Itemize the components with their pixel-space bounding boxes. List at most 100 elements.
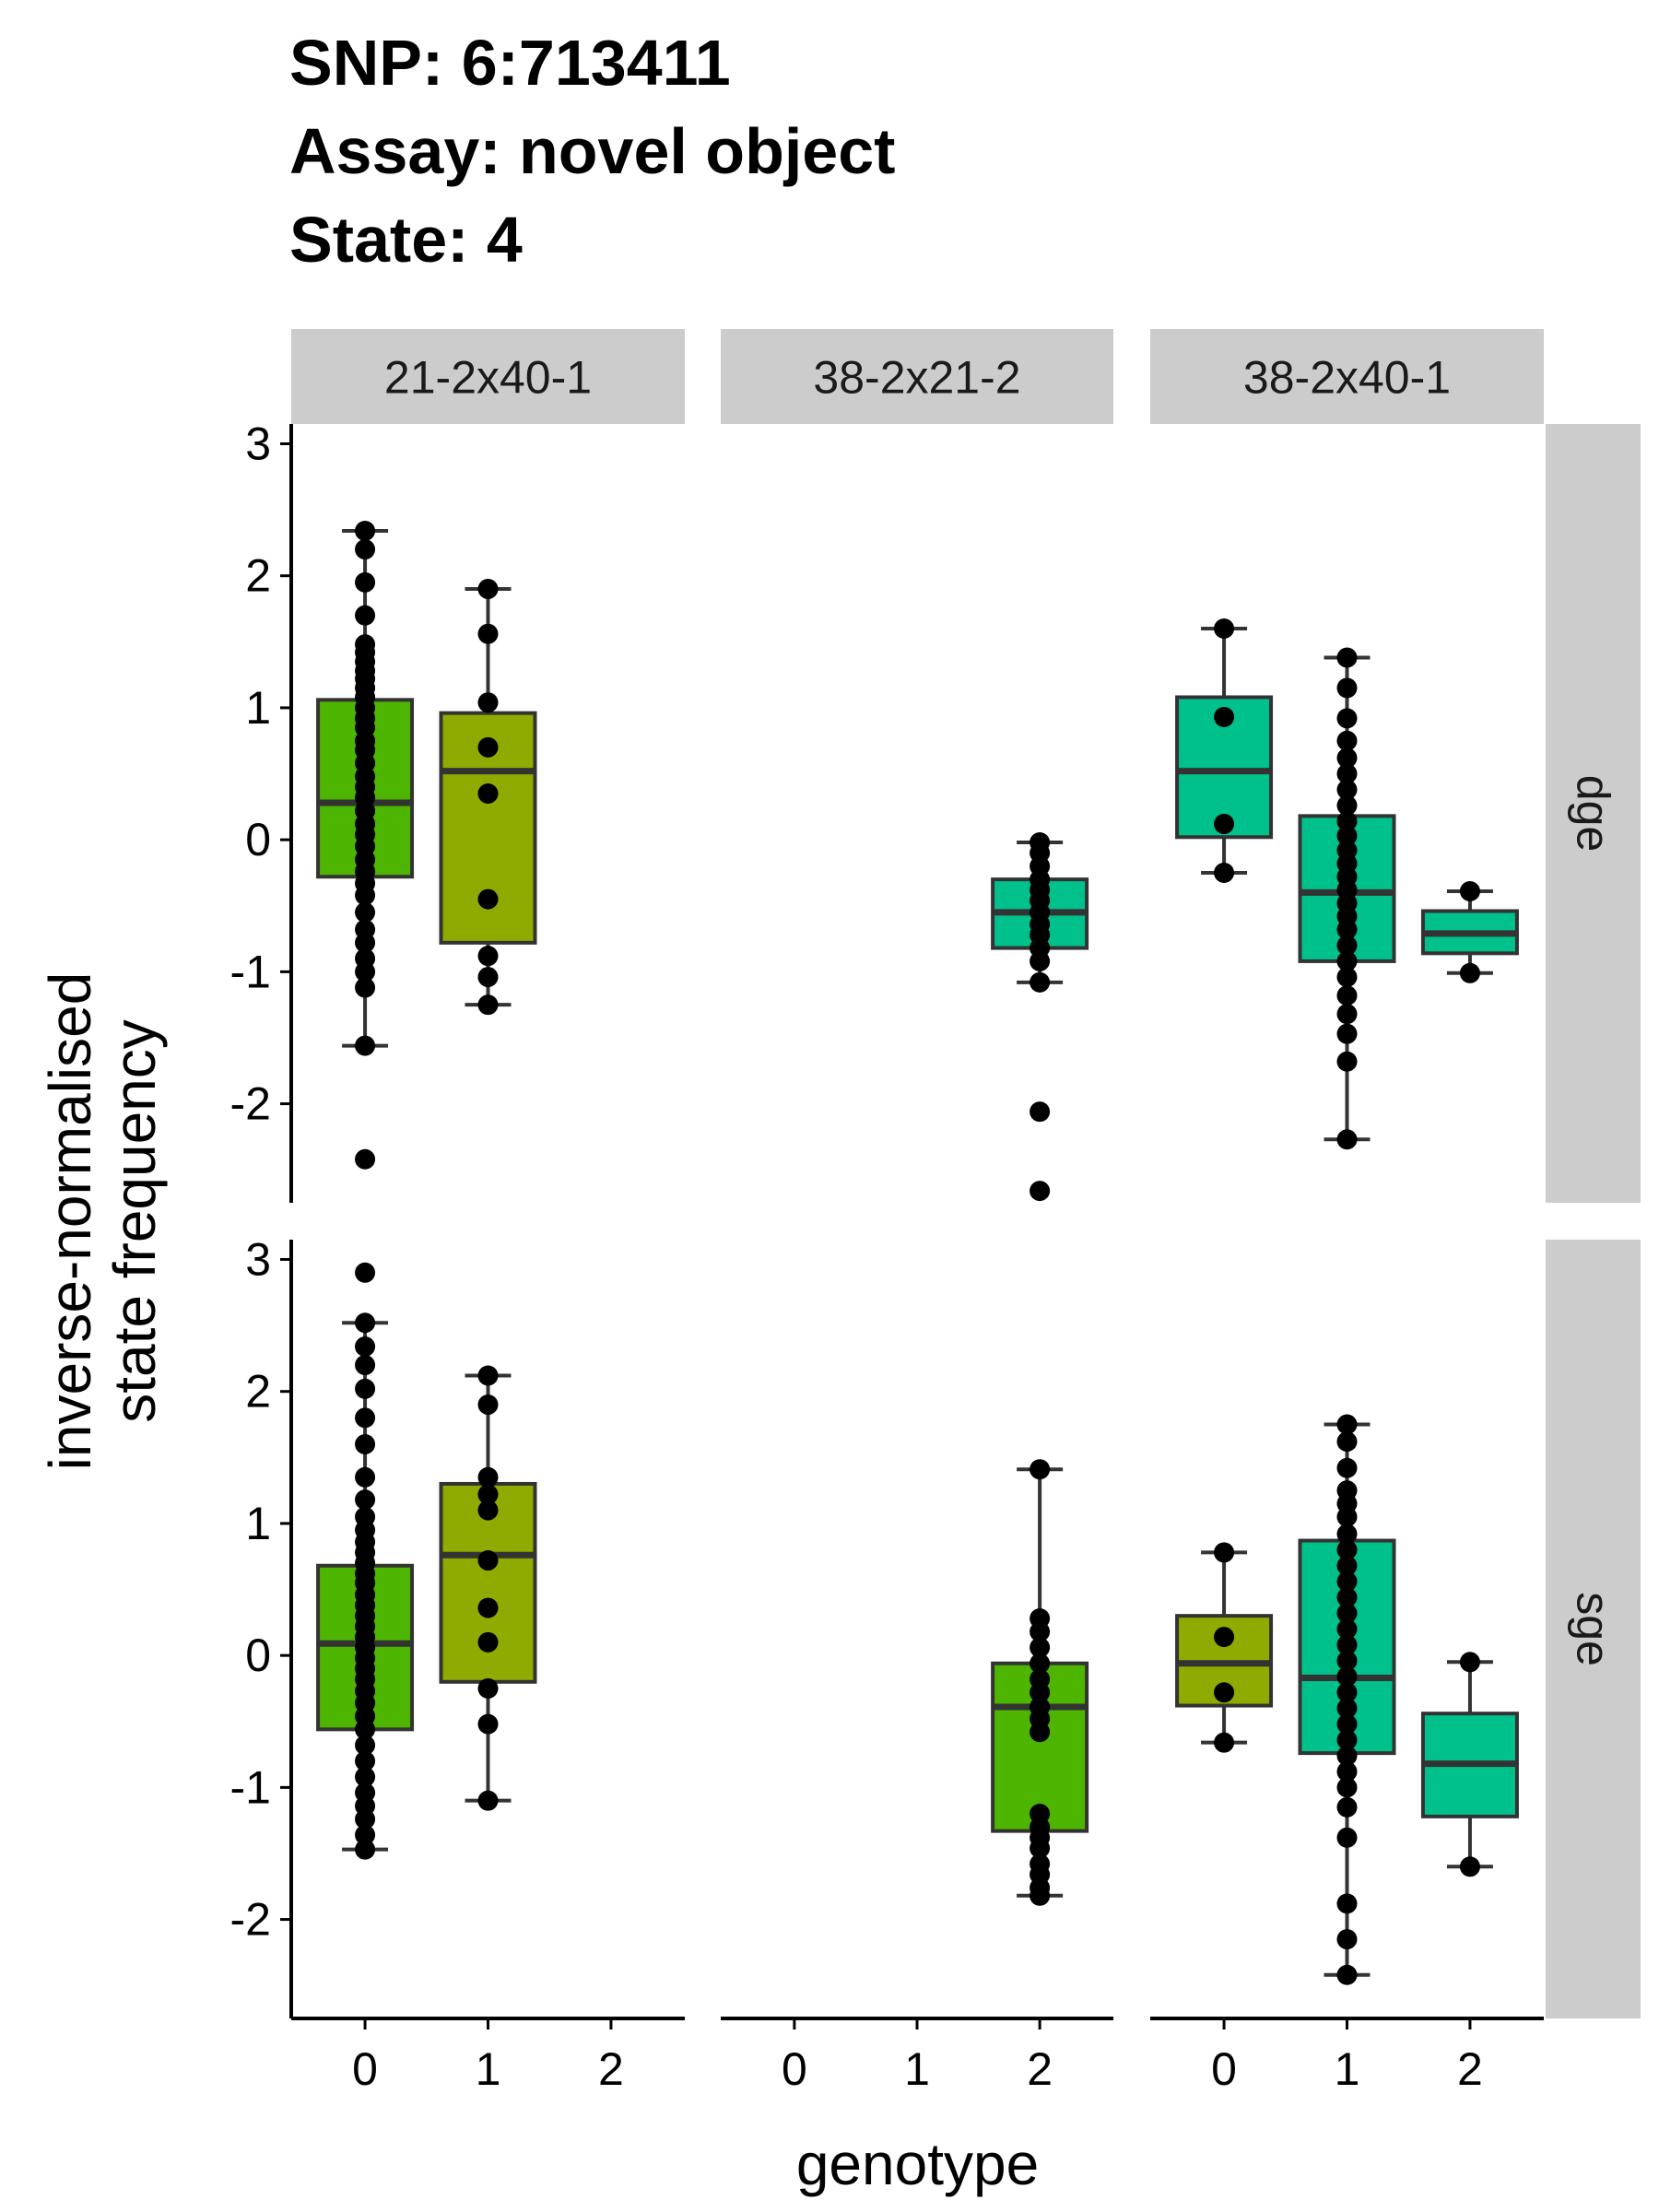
x-axis-col-3: 0 1 2 bbox=[1150, 2017, 1544, 2095]
data-point bbox=[1336, 1414, 1358, 1435]
data-point bbox=[1214, 813, 1235, 834]
data-point bbox=[1336, 985, 1358, 1006]
data-point bbox=[1336, 919, 1358, 940]
data-point bbox=[1336, 1004, 1358, 1025]
data-point bbox=[1214, 1542, 1235, 1563]
data-point bbox=[1030, 1459, 1051, 1480]
data-point bbox=[1214, 1732, 1235, 1753]
data-point bbox=[477, 783, 499, 805]
y-tick-label: -2 bbox=[230, 1078, 271, 1130]
x-tick-label: 1 bbox=[904, 2043, 930, 2095]
data-point bbox=[1030, 1637, 1051, 1658]
data-point bbox=[1336, 1618, 1358, 1640]
strip-background bbox=[1150, 329, 1544, 424]
data-point bbox=[1030, 1653, 1051, 1674]
data-point bbox=[1336, 1555, 1358, 1576]
box-genotype-0 bbox=[316, 521, 415, 1170]
x-axis-col-2: 0 1 2 bbox=[721, 2017, 1113, 2095]
data-point bbox=[1336, 967, 1358, 988]
data-point bbox=[1336, 950, 1358, 971]
data-point bbox=[1336, 1893, 1358, 1914]
x-axis-title: genotype bbox=[796, 2131, 1039, 2197]
y-axis-dge: -2 -1 0 1 2 3 bbox=[230, 418, 293, 1203]
data-point bbox=[1336, 1431, 1358, 1453]
data-point bbox=[477, 967, 499, 988]
box-genotype-1 bbox=[439, 1365, 537, 1811]
title-line-snp: SNP: 6:713411 bbox=[289, 27, 731, 99]
strip-label: dge bbox=[1568, 775, 1619, 852]
data-point bbox=[1336, 708, 1358, 729]
y-tick-label: 0 bbox=[245, 814, 271, 865]
y-tick-label: 0 bbox=[245, 1630, 271, 1681]
data-point bbox=[355, 521, 376, 542]
data-point bbox=[1336, 779, 1358, 800]
data-point bbox=[355, 1312, 376, 1334]
strip-label: 21-2x40-1 bbox=[384, 352, 592, 404]
box-genotype-1 bbox=[439, 579, 537, 1016]
data-point bbox=[1336, 1539, 1358, 1560]
data-point bbox=[1336, 1682, 1358, 1703]
y-tick-label: 2 bbox=[245, 550, 271, 602]
y-tick-label: -1 bbox=[230, 1761, 271, 1813]
box-genotype-2 bbox=[1420, 881, 1519, 983]
data-point bbox=[477, 1597, 499, 1618]
data-point bbox=[1336, 1761, 1358, 1783]
data-point bbox=[1214, 706, 1235, 727]
data-point bbox=[1336, 1827, 1358, 1848]
y-tick-label: 3 bbox=[245, 1233, 271, 1285]
data-point bbox=[1336, 1129, 1358, 1150]
panel-dge-38-2x40-1 bbox=[1175, 618, 1519, 1150]
y-tick-label: -2 bbox=[230, 1894, 271, 1946]
y-axis-title: inverse-normalisedstate frequency bbox=[37, 972, 168, 1471]
box-genotype-1 bbox=[1298, 647, 1396, 1150]
data-point bbox=[477, 888, 499, 910]
x-axis-col-1: 0 1 2 bbox=[291, 2017, 685, 2095]
strip-background bbox=[291, 329, 685, 424]
data-point bbox=[1336, 1929, 1358, 1950]
data-point bbox=[1336, 1634, 1358, 1655]
data-point bbox=[355, 1378, 376, 1399]
data-point bbox=[355, 885, 376, 906]
box-iqr bbox=[991, 1661, 1089, 1833]
data-point bbox=[1214, 618, 1235, 639]
data-point bbox=[355, 977, 376, 998]
data-point bbox=[355, 1407, 376, 1429]
data-point bbox=[477, 623, 499, 644]
facet-strip-col-1: 21-2x40-1 bbox=[291, 329, 685, 424]
x-tick-label: 0 bbox=[782, 2043, 807, 2095]
strip-background bbox=[1546, 1240, 1641, 2018]
title-line-assay: Assay: novel object bbox=[289, 115, 896, 187]
data-point bbox=[355, 1735, 376, 1756]
data-point bbox=[1336, 935, 1358, 956]
data-point bbox=[355, 1719, 376, 1740]
data-point bbox=[477, 1466, 499, 1488]
data-point bbox=[1030, 1885, 1051, 1906]
box-genotype-0 bbox=[316, 1262, 415, 1860]
data-point bbox=[355, 1262, 376, 1283]
data-point bbox=[1030, 1682, 1051, 1703]
data-point bbox=[355, 1824, 376, 1845]
strip-label: 38-2x40-1 bbox=[1243, 352, 1451, 404]
panel-sge-38-2x21-2 bbox=[991, 1459, 1089, 1906]
panel-sge-21-2x40-1 bbox=[316, 1262, 537, 1860]
x-tick-label: 1 bbox=[1335, 2043, 1360, 2095]
data-point bbox=[355, 605, 376, 626]
data-point bbox=[477, 1713, 499, 1735]
data-point bbox=[1459, 1652, 1480, 1673]
x-tick-label: 2 bbox=[1027, 2043, 1053, 2095]
data-point bbox=[1336, 1745, 1358, 1766]
facet-strip-col-3: 38-2x40-1 bbox=[1150, 329, 1544, 424]
data-point bbox=[1336, 1964, 1358, 1985]
data-point bbox=[1336, 1713, 1358, 1735]
data-point bbox=[1336, 1506, 1358, 1527]
data-point bbox=[355, 571, 376, 593]
data-point bbox=[1336, 1023, 1358, 1044]
data-point bbox=[1214, 1682, 1235, 1703]
data-point bbox=[477, 736, 499, 758]
data-point bbox=[1030, 971, 1051, 993]
data-point bbox=[1336, 1051, 1358, 1072]
data-point bbox=[477, 946, 499, 967]
strip-background bbox=[721, 329, 1113, 424]
data-point bbox=[477, 1500, 499, 1521]
